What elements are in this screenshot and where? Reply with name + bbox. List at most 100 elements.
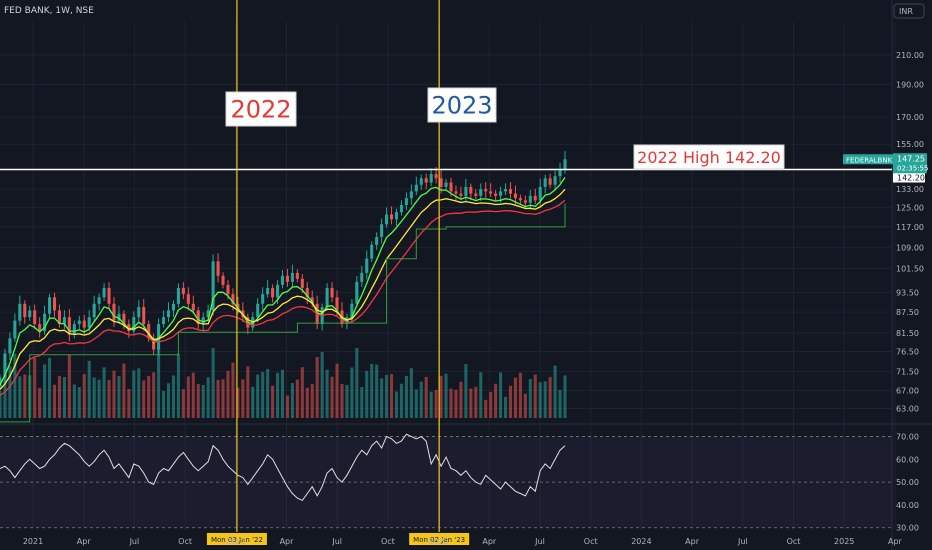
- candle-body[interactable]: [325, 287, 329, 308]
- candle-body[interactable]: [548, 178, 552, 185]
- candle-body[interactable]: [489, 191, 493, 194]
- candle-body[interactable]: [23, 303, 27, 318]
- candle-body[interactable]: [77, 320, 81, 325]
- candle-body[interactable]: [444, 182, 448, 187]
- candle-body[interactable]: [484, 189, 488, 192]
- candle-body[interactable]: [33, 310, 37, 325]
- candle-body[interactable]: [439, 178, 443, 187]
- candle-body[interactable]: [162, 317, 166, 325]
- candle-body[interactable]: [122, 313, 126, 325]
- candle-body[interactable]: [295, 272, 299, 279]
- candle-body[interactable]: [360, 272, 364, 282]
- annotation-box[interactable]: [633, 144, 785, 170]
- candle-body[interactable]: [72, 324, 76, 335]
- annotation-box[interactable]: [427, 87, 497, 123]
- candle-body[interactable]: [380, 224, 384, 237]
- candle-body[interactable]: [92, 303, 96, 318]
- candle-body[interactable]: [335, 297, 339, 311]
- candle-body[interactable]: [280, 275, 285, 285]
- candle-body[interactable]: [474, 193, 478, 196]
- candle-body[interactable]: [107, 287, 111, 304]
- candle-body[interactable]: [176, 287, 180, 304]
- candle-body[interactable]: [18, 303, 22, 321]
- candle-body[interactable]: [48, 297, 52, 314]
- candle-body[interactable]: [52, 297, 57, 311]
- candle-body[interactable]: [43, 313, 47, 332]
- currency-button[interactable]: [893, 3, 925, 19]
- candle-body[interactable]: [102, 287, 106, 298]
- candle-body[interactable]: [558, 169, 562, 177]
- candle-body[interactable]: [553, 176, 557, 185]
- candle-body[interactable]: [409, 191, 413, 199]
- candle-body[interactable]: [464, 186, 468, 196]
- candlestick-series[interactable]: [0, 151, 567, 391]
- candle-body[interactable]: [112, 303, 116, 321]
- candle-body[interactable]: [459, 193, 463, 196]
- candle-body[interactable]: [236, 303, 240, 311]
- candle-body[interactable]: [508, 189, 513, 194]
- candle-body[interactable]: [62, 317, 66, 325]
- candle-body[interactable]: [365, 258, 369, 273]
- candle-body[interactable]: [8, 338, 12, 354]
- candle-body[interactable]: [449, 182, 453, 192]
- candle-body[interactable]: [271, 287, 275, 298]
- candle-body[interactable]: [434, 174, 438, 179]
- candle-body[interactable]: [285, 275, 289, 282]
- candle-body[interactable]: [310, 297, 314, 304]
- candle-body[interactable]: [543, 178, 547, 187]
- candle-body[interactable]: [216, 261, 220, 276]
- candle-body[interactable]: [127, 324, 131, 332]
- candle-body[interactable]: [419, 178, 423, 185]
- candle-body[interactable]: [533, 195, 537, 201]
- candle-body[interactable]: [117, 313, 121, 321]
- candle-body[interactable]: [538, 186, 542, 201]
- candle-body[interactable]: [28, 310, 32, 318]
- candle-body[interactable]: [494, 193, 498, 196]
- candle-body[interactable]: [414, 184, 418, 192]
- candle-body[interactable]: [147, 324, 151, 339]
- candle-body[interactable]: [355, 281, 359, 304]
- candle-body[interactable]: [399, 205, 403, 213]
- candle-body[interactable]: [38, 324, 42, 332]
- candle-body[interactable]: [523, 200, 527, 203]
- candle-body[interactable]: [528, 195, 532, 203]
- candle-body[interactable]: [513, 193, 517, 199]
- candle-body[interactable]: [305, 287, 309, 298]
- candle-body[interactable]: [330, 287, 334, 298]
- candle-body[interactable]: [266, 287, 270, 295]
- candle-body[interactable]: [57, 310, 62, 325]
- candle-body[interactable]: [152, 338, 156, 350]
- candle-body[interactable]: [142, 307, 146, 325]
- candle-body[interactable]: [563, 159, 567, 170]
- candle-body[interactable]: [375, 236, 379, 245]
- candle-body[interactable]: [385, 214, 389, 225]
- candle-body[interactable]: [261, 294, 265, 304]
- candle-body[interactable]: [503, 189, 508, 192]
- candle-body[interactable]: [157, 324, 161, 350]
- candle-body[interactable]: [231, 294, 235, 304]
- candle-body[interactable]: [97, 297, 101, 304]
- annotation-box[interactable]: [225, 91, 297, 127]
- candle-body[interactable]: [166, 310, 171, 318]
- candle-body[interactable]: [350, 303, 354, 318]
- candle-body[interactable]: [196, 310, 200, 325]
- candle-body[interactable]: [290, 272, 294, 282]
- candle-body[interactable]: [454, 191, 458, 194]
- candle-body[interactable]: [211, 261, 215, 311]
- candle-body[interactable]: [132, 317, 136, 332]
- candle-body[interactable]: [499, 191, 503, 196]
- candle-body[interactable]: [13, 320, 17, 339]
- candle-body[interactable]: [82, 320, 86, 328]
- candle-body[interactable]: [394, 212, 399, 220]
- candle-body[interactable]: [479, 189, 483, 196]
- candle-body[interactable]: [370, 244, 374, 259]
- candle-body[interactable]: [137, 307, 141, 318]
- candle-body[interactable]: [87, 317, 91, 328]
- candle-body[interactable]: [276, 284, 280, 298]
- candle-body[interactable]: [389, 214, 394, 220]
- candle-body[interactable]: [256, 303, 260, 318]
- candle-body[interactable]: [226, 284, 230, 295]
- candle-body[interactable]: [67, 317, 71, 335]
- candle-body[interactable]: [300, 278, 304, 288]
